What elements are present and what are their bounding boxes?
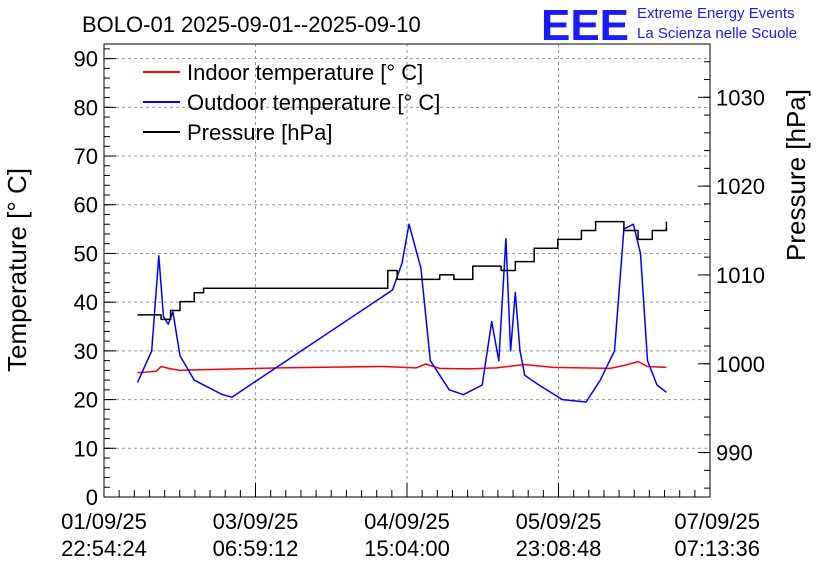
data-series — [136, 220, 668, 403]
x-tick-date: 07/09/25 — [674, 509, 760, 534]
legend-label-pressure: Pressure [hPa] — [187, 120, 333, 145]
legend: Indoor temperature [° C] Outdoor tempera… — [143, 60, 440, 145]
y-axis-label: Temperature [° C] — [2, 168, 32, 372]
y2-tick-label: 990 — [716, 441, 753, 466]
y-tick-label: 10 — [74, 436, 98, 461]
x-tick-time: 15:04:00 — [364, 536, 450, 561]
x-tick-time: 22:54:24 — [61, 536, 147, 561]
legend-label-outdoor: Outdoor temperature [° C] — [187, 90, 440, 115]
y-tick-label: 70 — [74, 144, 98, 169]
x-tick-time: 07:13:36 — [674, 536, 760, 561]
x-tick-time: 06:59:12 — [213, 536, 299, 561]
pressure-line — [137, 220, 668, 321]
x-tick-date: 03/09/25 — [213, 509, 299, 534]
left-axis-tick-labels: 0 10 20 30 40 50 60 70 80 90 — [74, 47, 98, 510]
outdoor-temperature-line — [136, 223, 667, 403]
y-tick-label: 90 — [74, 47, 98, 72]
y-tick-label: 30 — [74, 339, 98, 364]
y-tick-label: 40 — [74, 290, 98, 315]
x-tick-date: 01/09/25 — [61, 509, 147, 534]
logo-letters: EEE — [541, 1, 629, 50]
y2-tick-label: 1030 — [716, 85, 765, 110]
indoor-temperature-line — [137, 360, 667, 374]
logo-line-2: La Scienza nelle Scuole — [637, 25, 797, 42]
y-tick-label: 50 — [74, 241, 98, 266]
y-tick-label: 20 — [74, 388, 98, 413]
chart-title: BOLO-01 2025-09-01--2025-09-10 — [82, 12, 421, 37]
right-axis-tick-labels: 990 1000 1010 1020 1030 — [716, 85, 765, 465]
y2-tick-label: 1020 — [716, 174, 765, 199]
y2-tick-label: 1000 — [716, 352, 765, 377]
y-tick-label: 60 — [74, 193, 98, 218]
legend-label-indoor: Indoor temperature [° C] — [187, 60, 423, 85]
y2-tick-label: 1010 — [716, 263, 765, 288]
x-tick-date: 04/09/25 — [364, 509, 450, 534]
axis-ticks — [103, 48, 711, 498]
y2-axis-label: Pressure [hPa] — [781, 89, 811, 261]
grid-lines — [104, 44, 710, 497]
y-tick-label: 80 — [74, 95, 98, 120]
y-tick-label: 0 — [86, 485, 98, 510]
x-tick-date: 05/09/25 — [516, 509, 602, 534]
x-tick-time: 23:08:48 — [516, 536, 602, 561]
logo-line-1: Extreme Energy Events — [637, 5, 795, 22]
eee-logo: EEE Extreme Energy Events La Scienza nel… — [541, 1, 797, 50]
